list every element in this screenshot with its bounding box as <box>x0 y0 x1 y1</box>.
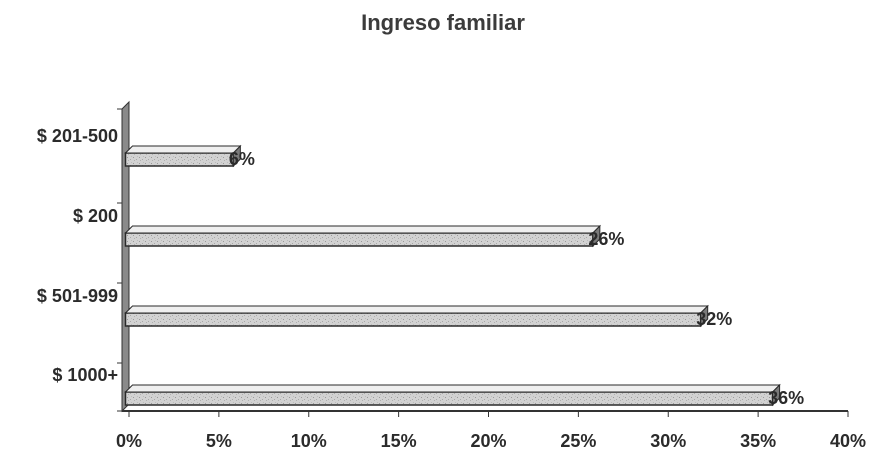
x-axis-labels: 0% 5% 10% 15% 20% 25% 30% 35% 40% <box>116 431 866 451</box>
bar-top-face <box>124 145 242 154</box>
bar <box>124 312 702 327</box>
bar-end-face <box>772 383 781 407</box>
x-tick-label: 5% <box>206 431 232 451</box>
x-tick-label: 35% <box>740 431 776 451</box>
bar-end-face <box>700 304 709 328</box>
x-tick-label: 30% <box>650 431 686 451</box>
x-tick-label: 10% <box>291 431 327 451</box>
y-axis-wall <box>121 100 130 413</box>
bar <box>124 152 235 167</box>
y-tick-label: $ 201-500 <box>37 126 118 146</box>
data-label: 36% <box>768 388 804 408</box>
chart-title: Ingreso familiar <box>361 10 525 35</box>
data-labels: 6% 26% 32% 36% <box>229 149 804 408</box>
bar-top-face <box>124 305 709 314</box>
bar-top-face <box>124 225 602 234</box>
bar-end-face <box>592 224 601 248</box>
y-axis-labels: $ 201-500 $ 200 $ 501-999 $ 1000+ <box>37 126 118 385</box>
y-tick-label: $ 501-999 <box>37 286 118 306</box>
data-label: 26% <box>588 229 624 249</box>
y-tick-label: $ 1000+ <box>52 365 118 385</box>
x-tick-label: 40% <box>830 431 866 451</box>
y-tick-label: $ 200 <box>73 206 118 226</box>
x-tick-label: 15% <box>381 431 417 451</box>
data-label: 6% <box>229 149 255 169</box>
bar <box>124 232 594 247</box>
bar-end-face <box>232 144 241 168</box>
bar-top-face <box>124 384 781 393</box>
data-label: 32% <box>696 309 732 329</box>
x-tick-label: 20% <box>470 431 506 451</box>
x-tick-label: 0% <box>116 431 142 451</box>
bar <box>124 391 774 406</box>
bars <box>124 144 781 407</box>
x-tick-label: 25% <box>560 431 596 451</box>
